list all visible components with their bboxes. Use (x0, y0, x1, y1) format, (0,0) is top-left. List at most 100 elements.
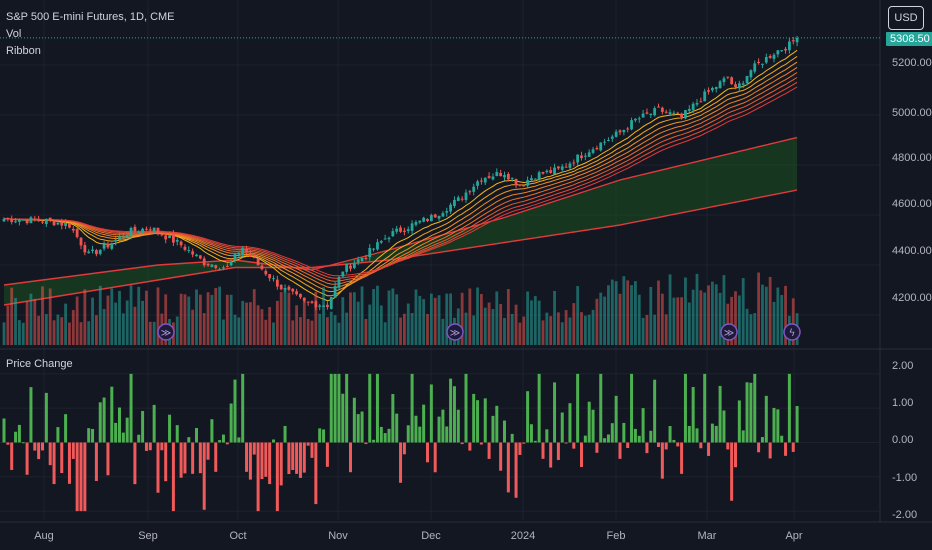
candle-body (133, 226, 137, 232)
volume-bar (349, 292, 352, 345)
price-change-bar (64, 414, 68, 443)
volume-bar (780, 295, 784, 345)
volume-bar (711, 281, 714, 345)
candle-body (233, 254, 237, 261)
x-tick-label: Apr (785, 530, 803, 542)
candle-body (322, 305, 325, 307)
volume-bar (198, 294, 202, 345)
price-change-bar (718, 385, 722, 443)
price-change-bar (260, 442, 264, 480)
volume-bar (510, 313, 514, 345)
volume-bar (503, 317, 506, 345)
candle-body (391, 231, 395, 237)
candle-body (379, 241, 383, 243)
candle-body (229, 261, 233, 266)
volume-bar (114, 302, 118, 345)
candle-body (660, 107, 664, 112)
volume-bar (345, 312, 349, 345)
volume-bar (329, 311, 333, 345)
candle-body (788, 41, 791, 51)
price-change-bar (325, 442, 329, 467)
volume-bar (476, 287, 479, 345)
volume-bar (714, 284, 718, 345)
currency-button[interactable]: USD (888, 6, 924, 30)
candle-body (637, 118, 641, 120)
volume-bar (680, 297, 683, 345)
candle-body (522, 185, 526, 187)
price-change-bar (237, 437, 241, 443)
price-change-bar (141, 410, 145, 443)
price-change-bar (399, 442, 403, 483)
volume-bar (745, 308, 749, 345)
candle-body (268, 274, 272, 279)
x-tick-label: Aug (34, 530, 54, 542)
volume-bar (368, 304, 372, 345)
price-change-bar (449, 378, 453, 443)
price-change-bar (310, 442, 314, 458)
volume-bar (649, 286, 653, 345)
price-change-bar (741, 430, 745, 443)
price-change-pane-title[interactable]: Price Change (6, 358, 73, 370)
volume-bar (187, 296, 191, 345)
price-change-bar (587, 401, 591, 443)
price-change-bar (179, 442, 183, 478)
candle-body (314, 301, 318, 308)
price-change-bar (495, 405, 499, 443)
candle-body (44, 218, 48, 225)
volume-bar (449, 293, 452, 345)
price-change-bar (17, 424, 21, 443)
candle-body (730, 77, 734, 85)
price-change-bar (91, 428, 95, 443)
price-change-bar (795, 406, 799, 443)
candle-body (480, 180, 483, 182)
volume-bar (718, 292, 722, 345)
volume-bar (133, 306, 137, 345)
candle-body (79, 237, 83, 246)
candle-body (222, 267, 225, 269)
candle-body (6, 218, 10, 220)
volume-bar (757, 272, 760, 345)
volume-bar (237, 317, 241, 345)
price-change-bar (44, 392, 48, 443)
volume-bar (106, 295, 110, 345)
last-price-tag: 5308.50 (886, 32, 932, 46)
symbol-title[interactable]: S&P 500 E-mini Futures, 1D, CME (6, 11, 175, 23)
candle-body (91, 249, 94, 251)
volume-bar (530, 300, 533, 345)
volume-bar (95, 315, 98, 345)
volume-bar (137, 286, 141, 345)
price-change-bar (152, 404, 156, 443)
price-change-bar (560, 412, 564, 443)
candle-body (545, 170, 549, 173)
price-change-bar (591, 409, 595, 443)
volume-bar (664, 314, 668, 345)
volume-indicator-label[interactable]: Vol (6, 28, 22, 40)
candle-body (206, 263, 210, 266)
price-change-bar (87, 428, 91, 443)
price-change-bar (680, 442, 684, 474)
candle-body (537, 172, 541, 180)
candle-body (657, 106, 660, 108)
volume-bar (499, 303, 503, 345)
price-change-bar (714, 425, 718, 443)
candle-body (187, 250, 191, 252)
volume-bar (764, 286, 768, 345)
price-change-bar (148, 442, 152, 451)
candle-body (225, 265, 229, 267)
candle-body (164, 235, 168, 240)
volume-bar (518, 322, 522, 345)
volume-bar (379, 305, 383, 345)
volume-bar (422, 299, 426, 345)
price-change-bar (102, 397, 106, 443)
volume-bar (18, 320, 21, 345)
price-change-bar (272, 439, 275, 443)
price-change-bar (445, 426, 449, 443)
ribbon-indicator-label[interactable]: Ribbon (6, 45, 41, 57)
volume-bar (56, 314, 60, 345)
price-change-bar (510, 433, 514, 443)
volume-bar (653, 314, 657, 345)
price-change-bar (133, 442, 137, 485)
volume-bar (691, 289, 695, 345)
candle-body (464, 192, 468, 200)
